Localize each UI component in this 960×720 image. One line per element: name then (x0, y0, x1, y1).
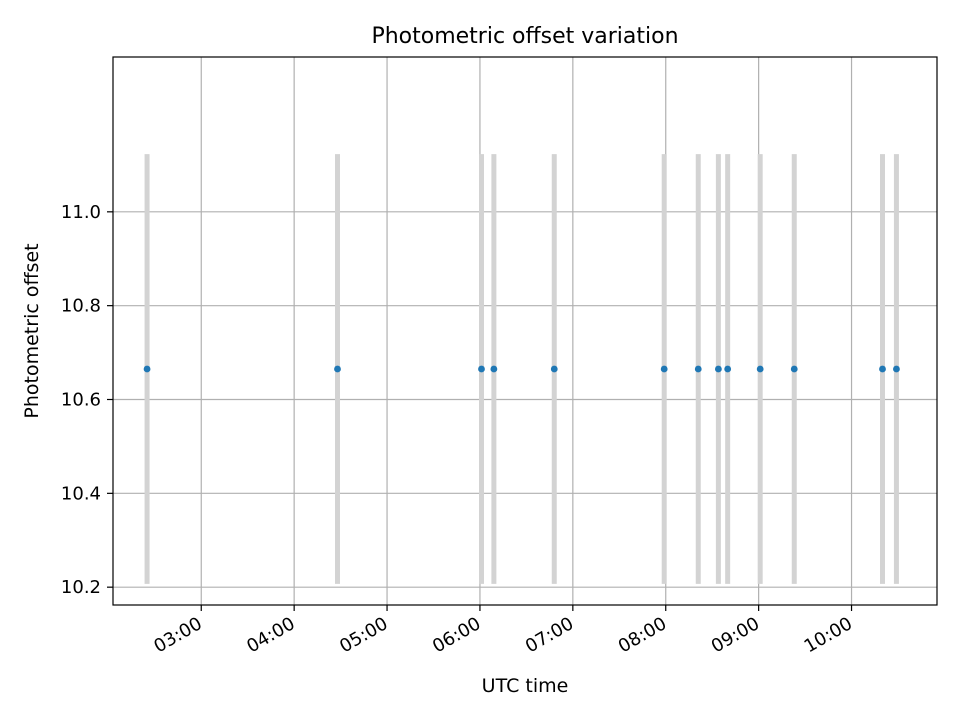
data-point (478, 365, 485, 373)
chart-title: Photometric offset variation (371, 24, 678, 49)
data-point (490, 365, 498, 373)
grid (113, 57, 937, 605)
y-tick-label: 10.2 (61, 577, 101, 598)
data-point (660, 365, 668, 373)
data-point (714, 365, 722, 373)
y-tick-label: 11.0 (61, 202, 101, 223)
data-point (790, 365, 798, 373)
y-tick-label: 10.6 (61, 390, 101, 411)
data-point (879, 365, 886, 373)
plot-frame (112, 56, 938, 606)
data-point (724, 365, 732, 373)
y-tick-label: 10.4 (61, 483, 101, 504)
data-point (756, 365, 764, 373)
data-point (694, 365, 702, 373)
x-axis-label: UTC time (482, 675, 569, 697)
y-tick-label: 10.8 (61, 296, 101, 317)
data-point (334, 365, 341, 373)
y-axis-label: Photometric offset (21, 243, 43, 418)
data-point (893, 365, 900, 373)
y-axis-ticks: 10.2 10.4 10.6 10.8 11.0 (61, 202, 113, 598)
data-point (550, 365, 558, 373)
data-points (143, 365, 900, 373)
plot-area (113, 57, 937, 605)
data-point (143, 365, 151, 373)
